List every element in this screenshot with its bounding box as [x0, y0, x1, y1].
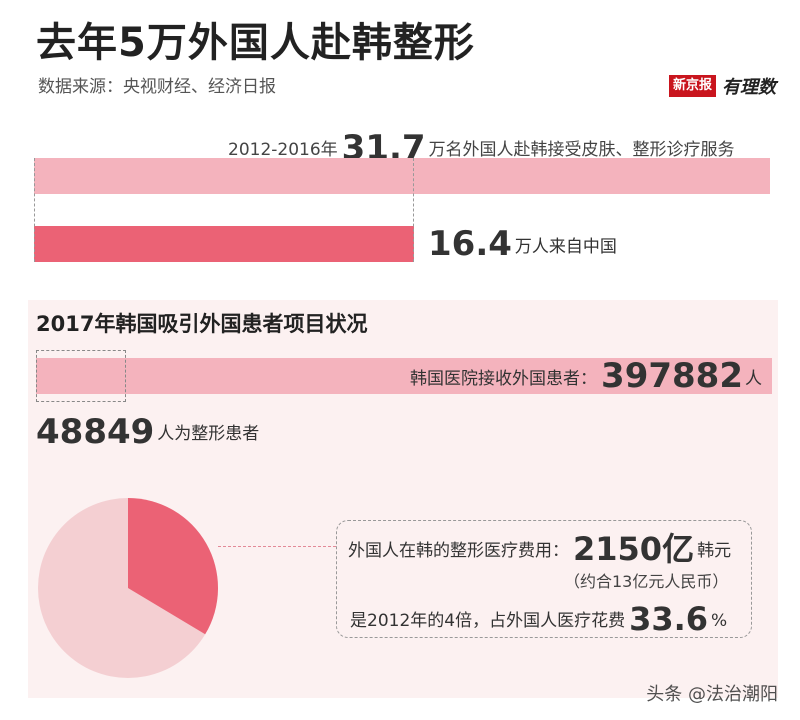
- bar-foreign-patients: [36, 358, 772, 394]
- dashed-guide: [34, 158, 414, 262]
- bar-total-visitors: [34, 158, 770, 194]
- cost-info-box: [336, 520, 752, 638]
- logo-script: 有理数: [722, 77, 776, 98]
- cosmetic-suffix: 人为整形患者: [157, 424, 260, 444]
- section-title: 2017年韩国吸引外国患者项目状况: [36, 312, 368, 336]
- pie-connector-line: [218, 546, 336, 547]
- patients-value: 397882: [601, 356, 743, 396]
- share-value: 33.6: [629, 600, 709, 638]
- caption-prefix: 2012-2016年: [228, 140, 338, 160]
- share-line: 是2012年的4倍，占外国人医疗花费 33.6%: [350, 600, 727, 638]
- pie-slice-cosmetic: [128, 498, 218, 635]
- cost-unit: 韩元: [697, 541, 732, 561]
- data-source: 数据来源：央视财经、经济日报: [38, 77, 276, 97]
- china-value: 16.4: [428, 224, 512, 264]
- patients-prefix: 韩国医院接收外国患者：: [410, 368, 598, 389]
- cosmetic-value: 48849: [36, 412, 155, 452]
- patients-unit: 人: [745, 368, 762, 389]
- patients-caption: 韩国医院接收外国患者： 397882 人: [410, 356, 762, 396]
- china-caption: 16.4 万人来自中国: [428, 224, 617, 264]
- cosmetic-caption: 48849 人为整形患者: [36, 412, 259, 452]
- watermark: 头条 @法治潮阳: [646, 684, 778, 705]
- page-title: 去年5万外国人赴韩整形: [36, 20, 475, 66]
- china-suffix: 万人来自中国: [514, 236, 617, 257]
- cost-value: 2150亿: [573, 530, 695, 568]
- spending-pie-chart: [38, 498, 218, 678]
- cosmetic-share-box: [36, 350, 126, 402]
- share-unit: %: [711, 611, 728, 631]
- bar-china-visitors: [34, 226, 414, 262]
- cost-line: 外国人在韩的整形医疗费用： 2150亿 韩元: [348, 524, 731, 570]
- logo-box: 新京报: [668, 75, 716, 97]
- share-prefix: 是2012年的4倍，占外国人医疗花费: [350, 611, 626, 631]
- cost-rmb-line: （约合13亿元人民币）: [564, 572, 729, 591]
- publisher-logo: 新京报 有理数: [668, 74, 776, 98]
- cost-prefix: 外国人在韩的整形医疗费用：: [348, 541, 569, 561]
- caption-suffix: 万名外国人赴韩接受皮肤、整形诊疗服务: [428, 140, 735, 160]
